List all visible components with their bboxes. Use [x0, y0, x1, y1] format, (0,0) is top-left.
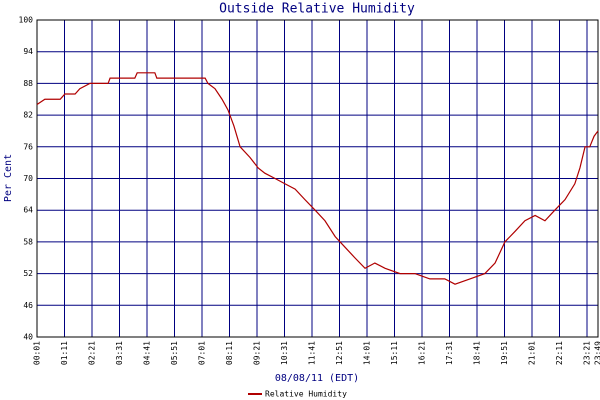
x-tick-label: 23:21 [583, 341, 592, 365]
plot-border [36, 19, 599, 338]
y-tick-label: 58 [23, 237, 33, 246]
x-tick-label: 05:51 [170, 341, 179, 365]
x-tick-label: 17:31 [445, 341, 454, 365]
x-tick-label: 21:01 [528, 341, 537, 365]
y-tick-label: 100 [19, 16, 34, 25]
y-axis-label: Per Cent [3, 154, 14, 202]
y-tick-label: 88 [23, 79, 33, 88]
y-tick-label: 40 [23, 333, 33, 342]
x-axis-label: 08/08/11 (EDT) [275, 373, 359, 384]
x-tick-label: 02:21 [88, 341, 97, 365]
y-tick-label: 76 [23, 142, 33, 151]
line [36, 72, 599, 285]
x-tick-label: 08:11 [225, 341, 234, 365]
y-tick-label: 82 [23, 111, 33, 120]
x-tick-label: 04:41 [143, 341, 152, 365]
y-tick-label: 52 [23, 269, 33, 278]
x-tick-label: 10:31 [280, 341, 289, 365]
x-tick-label: 16:21 [418, 341, 427, 365]
x-tick-label: 22:11 [555, 341, 564, 365]
x-tick-label: 19:51 [500, 341, 509, 365]
x-tick-label: 18:41 [473, 341, 482, 365]
x-tick-label: 14:01 [363, 341, 372, 365]
x-tick-label: 15:11 [390, 341, 399, 365]
x-tick-label: 07:01 [198, 341, 207, 365]
y-tick-label: 46 [23, 301, 33, 310]
y-tick-label: 64 [23, 206, 33, 215]
y-tick-label: 94 [23, 47, 33, 56]
x-tick-label: 09:21 [253, 341, 262, 365]
chart-title: Outside Relative Humidity [219, 2, 415, 17]
legend-label: Relative Humidity [265, 390, 347, 399]
x-tick-label: 23:49 [594, 341, 600, 365]
x-tick-label: 12:51 [335, 341, 344, 365]
x-tick-label: 00:01 [33, 341, 42, 365]
x-tick-label: 03:31 [115, 341, 124, 365]
x-tick-label: 11:41 [308, 341, 317, 365]
y-tick-label: 70 [23, 174, 33, 183]
x-tick-label: 01:11 [60, 341, 69, 365]
